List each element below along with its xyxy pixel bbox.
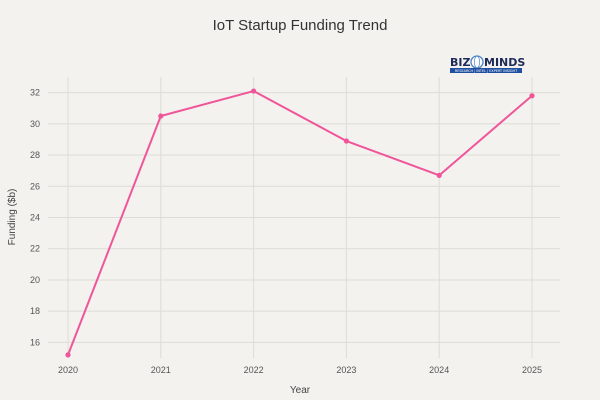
series-line (67, 90, 533, 356)
x-tick-label: 2023 (336, 365, 356, 375)
x-tick-label: 2024 (429, 365, 449, 375)
logo-text-right: MINDS (484, 56, 525, 69)
brand-logo: BIZ MINDS RESEARCH | INTEL | EXPERT INSI… (450, 55, 525, 73)
y-tick-label: 30 (30, 119, 40, 129)
logo-tagline-bar (450, 68, 522, 73)
series-layer (65, 88, 535, 358)
y-tick-label: 16 (30, 337, 40, 347)
x-tick-label: 2022 (244, 365, 264, 375)
x-tick-label: 2025 (522, 365, 542, 375)
y-tick-label: 24 (30, 213, 40, 223)
data-point (529, 93, 535, 99)
data-point (436, 172, 442, 178)
grid (48, 77, 560, 358)
data-point (343, 138, 349, 144)
data-point (65, 352, 71, 358)
x-axis-ticks: 2020 2021 2022 2023 2024 2025 (58, 365, 542, 375)
y-tick-label: 18 (30, 306, 40, 316)
chart-title: IoT Startup Funding Trend (213, 17, 388, 34)
x-tick-label: 2021 (151, 365, 171, 375)
logo-text-left: BIZ (450, 56, 470, 69)
y-tick-label: 22 (30, 244, 40, 254)
y-tick-label: 32 (30, 88, 40, 98)
y-tick-label: 20 (30, 275, 40, 285)
y-tick-label: 28 (30, 150, 40, 160)
x-axis-label: Year (290, 385, 311, 396)
y-tick-label: 26 (30, 181, 40, 191)
y-axis-label: Funding ($b) (7, 189, 18, 246)
logo-tagline: RESEARCH | INTEL | EXPERT INSIGHT (455, 69, 518, 73)
data-point (251, 88, 257, 94)
data-point (158, 113, 164, 119)
y-axis-ticks: 16 18 20 22 24 26 28 30 32 (30, 88, 40, 348)
logo-globe-icon (470, 55, 484, 69)
x-tick-label: 2020 (58, 365, 78, 375)
